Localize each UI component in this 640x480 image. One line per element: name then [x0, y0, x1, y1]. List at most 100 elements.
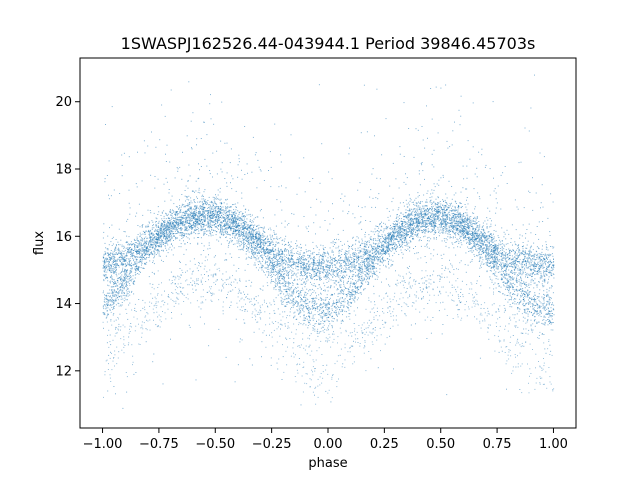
data-point: [203, 231, 205, 233]
data-point: [510, 262, 512, 264]
data-point: [429, 197, 431, 198]
data-point: [361, 270, 363, 272]
data-point: [129, 251, 131, 252]
data-point: [323, 262, 325, 264]
data-point: [279, 257, 280, 259]
data-point: [537, 258, 539, 260]
data-point: [321, 262, 323, 264]
data-point: [315, 264, 317, 266]
data-point: [153, 250, 155, 252]
data-point: [484, 242, 486, 243]
data-point: [115, 266, 117, 268]
data-point: [201, 208, 203, 210]
data-point: [208, 224, 210, 226]
data-point: [367, 257, 369, 259]
data-point: [165, 236, 167, 238]
data-point: [267, 245, 269, 247]
data-point: [299, 278, 301, 280]
data-point: [379, 251, 381, 253]
data-point: [226, 230, 228, 232]
data-point: [241, 197, 243, 199]
data-point: [382, 231, 384, 233]
data-point: [198, 211, 200, 212]
data-point: [173, 217, 175, 219]
data-point: [543, 258, 545, 260]
data-point: [412, 227, 414, 229]
data-point: [400, 226, 402, 228]
data-point: [519, 272, 521, 274]
data-point: [529, 249, 531, 251]
data-point: [465, 230, 467, 232]
data-point: [237, 226, 238, 228]
data-point: [167, 229, 169, 231]
data-point: [270, 261, 272, 263]
data-point: [113, 268, 114, 270]
data-point: [123, 258, 125, 260]
data-point: [268, 251, 270, 253]
data-point: [518, 274, 519, 276]
data-point: [188, 204, 190, 206]
data-point: [424, 232, 426, 234]
data-point: [146, 252, 148, 254]
data-point: [543, 280, 545, 282]
data-point: [509, 250, 511, 252]
data-point: [225, 215, 227, 217]
data-point: [340, 279, 342, 281]
data-point: [410, 225, 412, 227]
data-point: [357, 260, 359, 262]
data-point: [309, 250, 311, 252]
data-point: [539, 268, 541, 270]
data-point: [115, 262, 117, 264]
data-point: [116, 263, 118, 264]
data-point: [154, 237, 156, 239]
data-point: [271, 258, 273, 260]
data-point: [532, 268, 534, 270]
data-point: [231, 220, 233, 222]
data-point: [274, 254, 276, 256]
data-point: [335, 266, 337, 268]
data-point: [394, 238, 396, 239]
data-point: [498, 252, 500, 254]
data-point: [122, 265, 124, 267]
data-point: [387, 227, 388, 229]
data-point: [403, 229, 405, 231]
data-point: [339, 278, 341, 280]
data-point: [132, 243, 133, 245]
data-point: [256, 233, 258, 235]
data-point: [458, 218, 460, 220]
data-point: [125, 260, 127, 262]
data-point: [395, 244, 397, 246]
data-point: [269, 244, 271, 245]
data-point: [197, 218, 199, 219]
data-point: [352, 261, 354, 263]
data-point: [383, 247, 385, 249]
data-point: [495, 246, 497, 248]
data-point: [389, 227, 391, 229]
data-point: [109, 254, 111, 256]
data-point: [451, 218, 453, 219]
data-point: [361, 242, 363, 244]
data-point: [460, 225, 461, 227]
data-point: [208, 235, 210, 237]
data-point: [537, 264, 539, 265]
data-point: [327, 274, 329, 276]
data-point: [166, 237, 168, 239]
data-point: [514, 253, 516, 255]
data-point: [486, 244, 488, 246]
data-point: [338, 255, 340, 256]
data-point: [318, 264, 320, 266]
data-point: [153, 242, 155, 244]
data-point: [522, 251, 524, 253]
data-point: [121, 255, 123, 257]
data-point: [153, 240, 155, 242]
data-point: [298, 258, 300, 260]
data-point: [105, 265, 106, 267]
data-point: [451, 213, 453, 215]
data-point: [334, 242, 336, 244]
data-point: [336, 261, 338, 263]
data-point: [201, 217, 202, 219]
data-point: [130, 252, 132, 253]
data-point: [108, 264, 110, 266]
data-point: [325, 269, 327, 271]
data-point: [248, 241, 250, 243]
